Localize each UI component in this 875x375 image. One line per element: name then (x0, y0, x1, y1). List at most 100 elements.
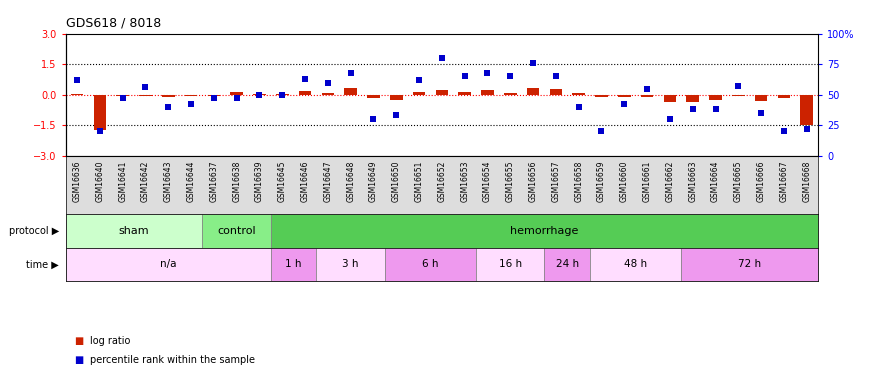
Bar (276, 94, 289, 95)
Bar (202, 214, 271, 248)
Bar (663, 95, 676, 102)
Point (344, 70, 358, 76)
Text: GSM16667: GSM16667 (780, 160, 788, 202)
Text: sham: sham (119, 226, 150, 236)
Bar (271, 214, 818, 248)
Bar (139, 95, 151, 96)
Text: GSM16661: GSM16661 (642, 160, 652, 202)
Point (594, 128, 608, 134)
Bar (162, 95, 174, 97)
Point (549, 74, 563, 80)
Point (161, 104, 175, 110)
Bar (185, 95, 198, 96)
Text: 72 h: 72 h (738, 260, 761, 269)
Text: time ▶: time ▶ (26, 260, 59, 269)
Point (206, 95, 220, 101)
Text: GSM16646: GSM16646 (300, 160, 310, 202)
Text: 48 h: 48 h (624, 260, 648, 269)
Point (503, 74, 517, 80)
Text: GSM16654: GSM16654 (483, 160, 492, 202)
Point (412, 77, 426, 83)
Bar (385, 248, 476, 281)
Point (709, 106, 723, 112)
Text: GSM16665: GSM16665 (734, 160, 743, 202)
Text: n/a: n/a (160, 260, 177, 269)
Text: GSM16664: GSM16664 (711, 160, 720, 202)
Point (70, 77, 84, 83)
Text: 3 h: 3 h (342, 260, 359, 269)
Point (800, 126, 814, 132)
Point (458, 74, 472, 80)
Bar (590, 248, 682, 281)
Point (298, 76, 312, 82)
Text: GSM16652: GSM16652 (438, 160, 446, 202)
Bar (550, 88, 562, 95)
Point (321, 80, 335, 86)
Point (367, 116, 381, 122)
Text: GSM16655: GSM16655 (506, 160, 514, 202)
Point (480, 70, 494, 76)
Bar (317, 248, 385, 281)
Text: GSM16647: GSM16647 (324, 160, 332, 202)
Point (389, 112, 403, 118)
Bar (801, 95, 813, 125)
Point (777, 128, 791, 134)
Text: GSM16657: GSM16657 (551, 160, 560, 202)
Bar (504, 93, 516, 95)
Point (732, 83, 746, 89)
Bar (298, 91, 311, 95)
Text: hemorrhage: hemorrhage (510, 226, 578, 236)
Text: percentile rank within the sample: percentile rank within the sample (90, 355, 256, 365)
Text: GSM16640: GSM16640 (95, 160, 104, 202)
Text: GSM16656: GSM16656 (528, 160, 537, 202)
Text: GSM16659: GSM16659 (597, 160, 606, 202)
Text: GSM16662: GSM16662 (665, 160, 675, 202)
Bar (710, 95, 722, 100)
Point (116, 95, 130, 101)
Point (93, 128, 107, 134)
Text: GSM16639: GSM16639 (255, 160, 264, 202)
Text: GSM16642: GSM16642 (141, 160, 150, 202)
Point (253, 92, 267, 98)
Bar (476, 248, 544, 281)
Text: GSM16660: GSM16660 (620, 160, 629, 202)
Text: GSM16648: GSM16648 (346, 160, 355, 202)
Bar (755, 95, 767, 101)
Point (435, 55, 449, 61)
Bar (230, 92, 243, 95)
Text: protocol ▶: protocol ▶ (9, 226, 59, 236)
Bar (71, 94, 83, 95)
Bar (640, 95, 654, 97)
Bar (618, 95, 631, 97)
Point (663, 116, 677, 122)
Text: ■: ■ (74, 355, 84, 365)
Point (686, 106, 700, 112)
Bar (436, 90, 448, 95)
Text: GSM16650: GSM16650 (392, 160, 401, 202)
Text: GSM16666: GSM16666 (757, 160, 766, 202)
Text: GSM16653: GSM16653 (460, 160, 469, 202)
Bar (572, 93, 585, 95)
Bar (595, 95, 608, 97)
Text: ■: ■ (74, 336, 84, 346)
Bar (66, 214, 202, 248)
Text: GSM16643: GSM16643 (164, 160, 172, 202)
Bar (207, 95, 220, 96)
Point (138, 84, 152, 90)
Text: GSM16663: GSM16663 (689, 160, 697, 202)
Text: log ratio: log ratio (90, 336, 130, 346)
Point (571, 104, 585, 110)
Text: GSM16651: GSM16651 (415, 160, 424, 202)
Point (229, 95, 243, 101)
Bar (322, 93, 334, 95)
Bar (687, 95, 699, 102)
Bar (481, 90, 493, 95)
Text: 16 h: 16 h (499, 260, 522, 269)
Bar (116, 95, 129, 96)
Point (754, 110, 768, 116)
Bar (732, 95, 745, 96)
Text: GDS618 / 8018: GDS618 / 8018 (66, 17, 161, 30)
Point (276, 92, 290, 98)
Text: GSM16644: GSM16644 (186, 160, 195, 202)
Bar (66, 248, 271, 281)
